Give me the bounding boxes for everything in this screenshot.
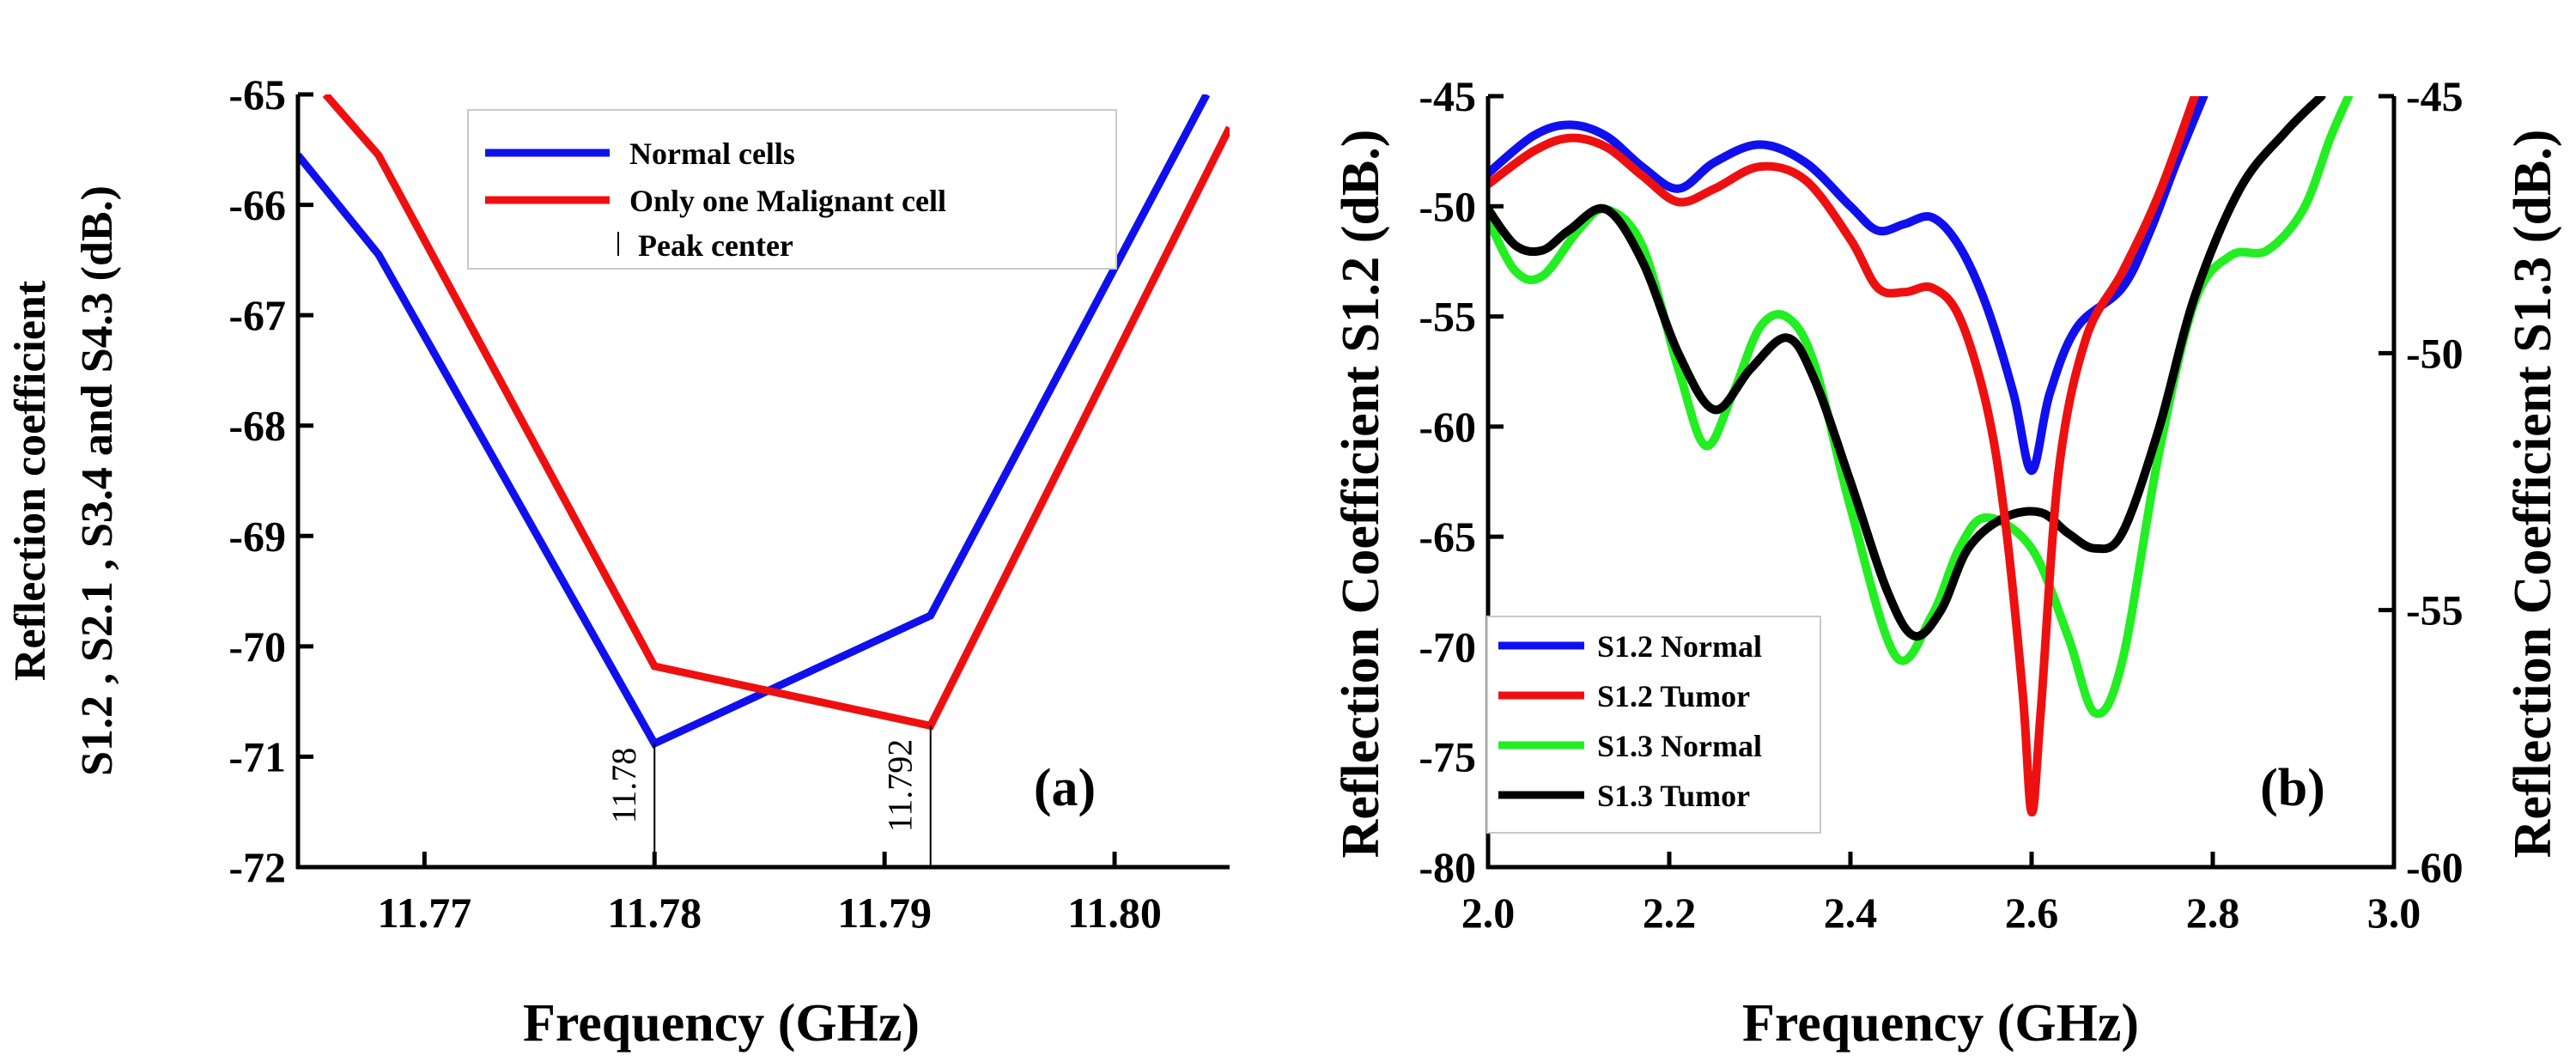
panel-b-right-y-tick-label: -45	[2406, 72, 2464, 120]
panel-a-label: (a)	[1034, 759, 1096, 817]
panel-a: Reflection coefficient S1.2 , S2.1 , S3.…	[6, 70, 1230, 1053]
panel-b-x-tick-label: 3.0	[2367, 889, 2421, 937]
panel-b-left-y-tick-label: -60	[1419, 403, 1476, 451]
panel-b-left-y-tick-label: -70	[1419, 622, 1476, 671]
series-line-only-one-malignant-cell	[322, 94, 1230, 731]
panel-a-y-tick-label: -66	[228, 181, 286, 229]
panel-b-x-tick-label: 2.0	[1461, 889, 1516, 937]
peak-center-label: 11.792	[881, 739, 920, 833]
panel-b-x-tick-label: 2.8	[2186, 889, 2240, 937]
panel-b-left-y-tick-label: -50	[1419, 182, 1476, 230]
panel-a-y-axis-title-line-2: S1.2 , S2.1 , S3.4 and S4.3 (dB.)	[73, 185, 122, 776]
panel-a-plot-area: 11.78 11.792 -65 -66 -67 -68 -69 -70 -71 -72 11.77…	[228, 70, 1230, 937]
panel-a-x-tick-label: 11.80	[1067, 889, 1162, 937]
legend-label-s13-normal: S1.3 Normal	[1597, 729, 1762, 763]
panel-a-y-tick-label: -68	[228, 402, 286, 450]
panel-a-y-tick-label: -71	[228, 732, 286, 780]
panel-a-y-axis-title-line-1: Reflection coefficient	[6, 280, 55, 681]
legend-label-malignant-cell: Only one Malignant cell	[629, 184, 946, 218]
peak-center-label: 11.78	[605, 748, 643, 824]
panel-a-y-tick-label: -70	[228, 622, 286, 671]
panel-a-x-tick-label: 11.79	[837, 889, 932, 937]
panel-a-y-tick-label: -72	[228, 843, 286, 891]
legend-label-s12-tumor: S1.2 Tumor	[1597, 679, 1750, 713]
panel-a-y-tick-label: -69	[228, 512, 286, 560]
panel-b-label: (b)	[2260, 759, 2325, 817]
panel-b-left-y-tick-label: -55	[1419, 293, 1476, 341]
panel-b-left-y-axis-title: Reflection Coefficient S1.2 (dB.)	[1332, 130, 1390, 859]
legend-label-peak-center: Peak center	[638, 228, 793, 263]
series-line-s1-2-tumor	[1488, 96, 2199, 816]
panel-b-x-axis-title: Frequency (GHz)	[1742, 994, 2139, 1053]
panel-b-right-y-tick-label: -50	[2406, 329, 2464, 377]
panel-a-x-axis-title: Frequency (GHz)	[523, 994, 920, 1053]
panel-b: Reflection Coefficient S1.2 (dB.) Reflec…	[1332, 72, 2562, 1053]
panel-b-x-tick-label: 2.6	[2005, 889, 2059, 937]
panel-a-y-axis-title: Reflection coefficient S1.2 , S2.1 , S3.…	[6, 185, 122, 776]
legend-label-s12-normal: S1.2 Normal	[1597, 629, 1762, 664]
panel-b-left-y-tick-label: -75	[1419, 733, 1476, 781]
panel-a-y-tick-label: -67	[228, 291, 286, 339]
panel-b-right-y-tick-label: -55	[2406, 586, 2464, 634]
series-line-s1-3-tumor	[1488, 96, 2326, 641]
panel-b-legend: S1.2 Normal S1.2 Tumor S1.3 Normal S1.3 …	[1486, 616, 1821, 834]
panel-a-legend-box	[467, 109, 1117, 270]
panel-b-right-y-axis-title: Reflection Coefficient S1.3 (dB.)	[2504, 130, 2562, 859]
panel-b-left-y-tick-label: -45	[1419, 72, 1476, 120]
panel-b-left-y-tick-label: -65	[1419, 513, 1476, 561]
panel-b-x-tick-label: 2.4	[1824, 889, 1878, 937]
panel-a-x-tick-label: 11.78	[607, 889, 702, 937]
legend-label-normal-cells: Normal cells	[629, 137, 795, 171]
panel-a-x-tick-label: 11.77	[377, 889, 471, 937]
legend-label-s13-tumor: S1.3 Tumor	[1597, 779, 1750, 813]
panel-b-plot-area: -45 -50 -55 -60 -65 -70 -75 -80 -45 -50 -55 -60 2.0 2…	[1419, 72, 2463, 937]
series-line-s1-2-normal	[1488, 96, 2208, 476]
panel-b-left-y-tick-label: -80	[1419, 843, 1476, 891]
panel-a-legend: Normal cells Only one Malignant cell Pea…	[467, 109, 1117, 270]
panel-b-x-tick-label: 2.2	[1643, 889, 1697, 937]
panel-a-y-tick-label: -65	[228, 70, 286, 118]
panel-b-right-y-tick-label: -60	[2406, 843, 2464, 891]
